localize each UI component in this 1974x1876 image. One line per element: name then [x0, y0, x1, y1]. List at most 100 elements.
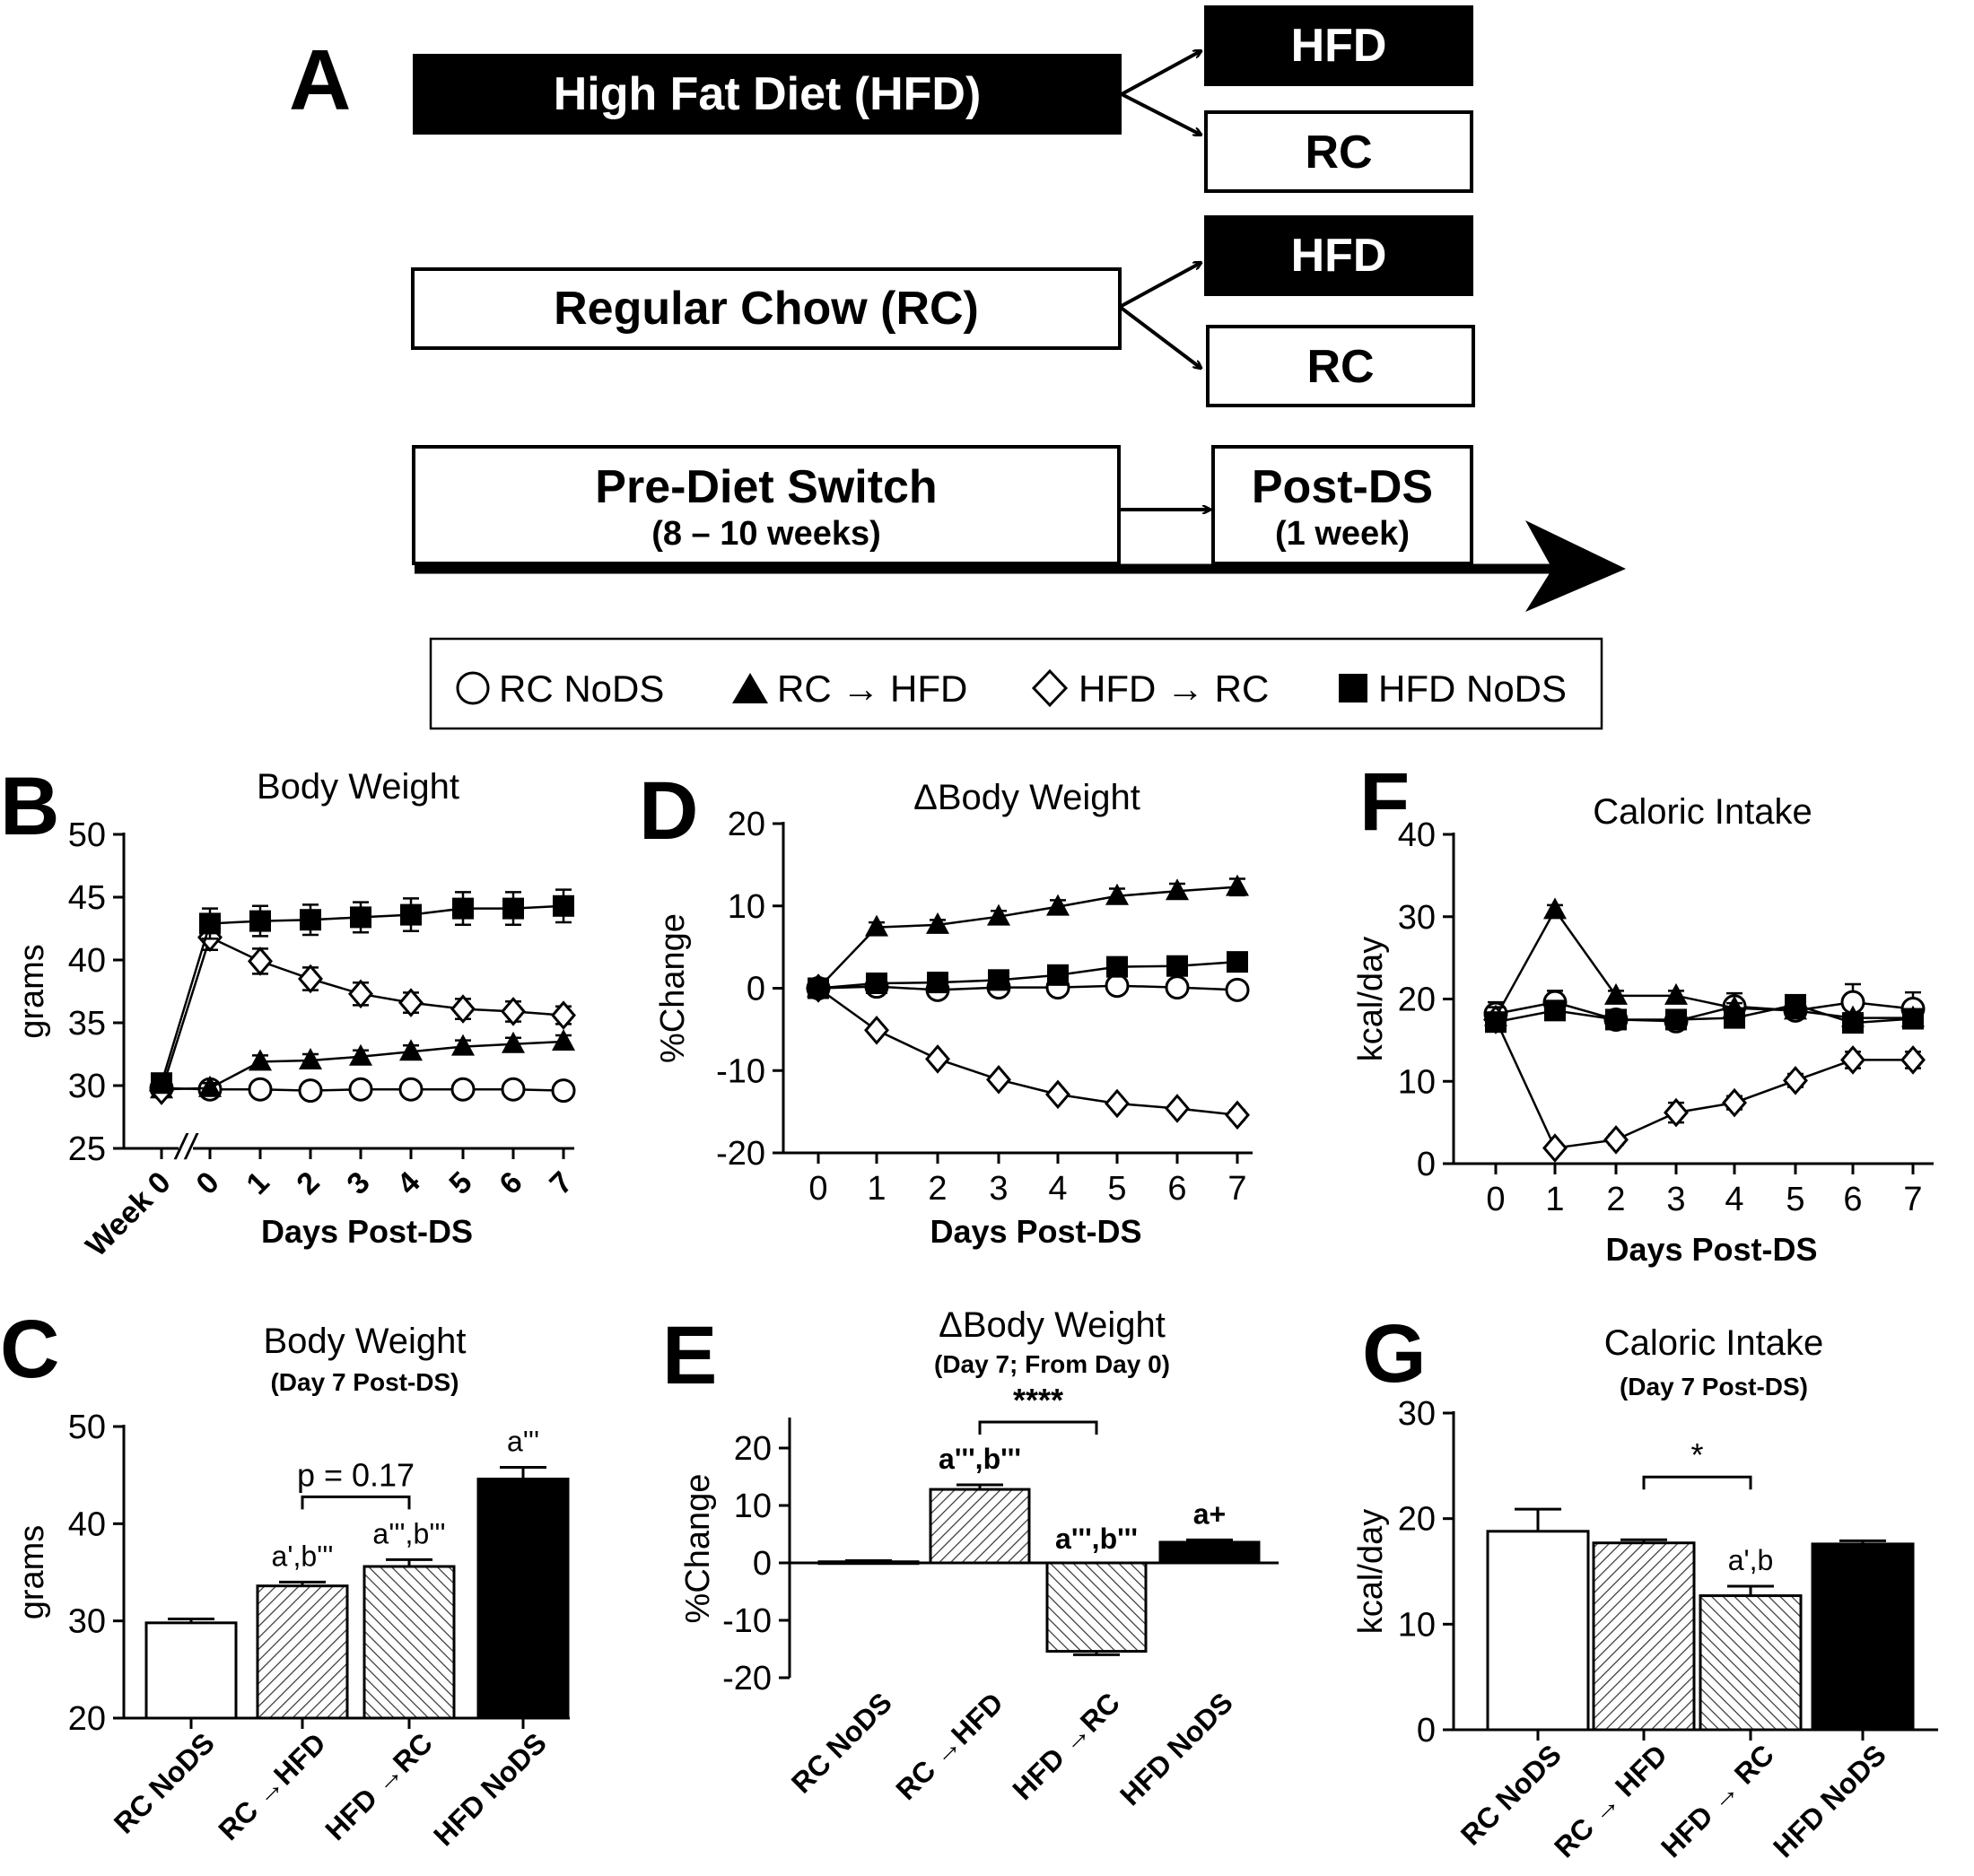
y-tick-label: 30 — [68, 1603, 106, 1641]
panel-letter-e: E — [662, 1310, 717, 1401]
series-line — [817, 886, 1238, 990]
data-point — [1165, 975, 1190, 1000]
x-tick-label: 5 — [1107, 1170, 1126, 1208]
x-tick-label: 7 — [1227, 1170, 1246, 1208]
chart-title: Caloric Intake — [1604, 1323, 1824, 1363]
open-diamond-icon — [1031, 668, 1069, 708]
y-axis-label: %Change — [654, 913, 692, 1063]
y-tick-label: 30 — [1398, 1395, 1436, 1433]
x-tick-label: 0 — [1486, 1181, 1505, 1218]
panel-letter-f: F — [1359, 756, 1410, 848]
x-tick-label: RC NoDS — [1454, 1738, 1568, 1851]
y-tick-label: 40 — [68, 1505, 106, 1543]
chart-title: Body Weight — [257, 767, 459, 807]
x-tick-label: 1 — [867, 1170, 886, 1208]
branch-arrow — [1121, 92, 1201, 135]
x-axis-label: Days Post-DS — [261, 1213, 473, 1250]
line-chart-f: Caloric Intake 0 10 20 30 40 kcal/day 0 1 2 3 4 5 6 7 D… — [1352, 792, 1934, 1268]
rc-branch-box — [1206, 325, 1475, 407]
x-tick-label: 6 — [1167, 1170, 1186, 1208]
panel-letter-g: G — [1362, 1308, 1427, 1400]
panel-letter-b: B — [0, 761, 59, 852]
legend: RC NoDS RC → HFD HFD → RC HFD NoDS — [429, 637, 1603, 730]
x-tick-label: RC NoDS — [108, 1726, 221, 1839]
x-tick-label: 5 — [1786, 1181, 1804, 1218]
bracket-label: * — [1690, 1436, 1703, 1473]
post-switch-duration: (1 week) — [1275, 515, 1410, 553]
x-tick-label: 5 — [442, 1165, 478, 1201]
branch-arrow — [1119, 263, 1201, 309]
x-tick-label: 4 — [390, 1165, 426, 1201]
hfd-start-box — [413, 54, 1122, 135]
branch-arrow — [1118, 305, 1201, 368]
data-point — [1045, 1079, 1070, 1110]
data-point — [1605, 1008, 1627, 1031]
data-point — [1226, 874, 1249, 896]
data-point — [1664, 1097, 1689, 1128]
y-tick-label: 20 — [1398, 982, 1436, 1019]
data-point — [1165, 1094, 1190, 1123]
y-tick-label: 50 — [68, 1409, 106, 1446]
chart-subtitle: (Day 7; From Day 0) — [934, 1350, 1170, 1378]
y-tick-label: 10 — [728, 888, 765, 926]
y-tick-label: 30 — [68, 1068, 106, 1105]
data-point — [927, 972, 948, 994]
y-tick-label: 20 — [1398, 1501, 1436, 1539]
data-point — [1604, 982, 1628, 1005]
data-point — [501, 997, 526, 1026]
y-axis-label: kcal/day — [1352, 937, 1390, 1061]
legend-box — [429, 637, 1603, 730]
data-point — [864, 1015, 889, 1045]
data-point — [248, 947, 273, 976]
significance-label: a''',b''' — [372, 1517, 445, 1549]
data-point — [926, 912, 949, 934]
legend-label: HFD → RC — [1079, 668, 1269, 710]
legend-item-hfd-to-rc: HFD → RC — [1031, 668, 1269, 710]
data-point — [1542, 1133, 1568, 1163]
y-tick-label: 0 — [747, 971, 765, 1008]
hfd-branch-label: HFD — [1291, 230, 1387, 282]
legend-item-hfd-nods: HFD NoDS — [1339, 668, 1567, 710]
significance-bracket — [978, 1420, 1098, 1435]
legend-label: HFD NoDS — [1378, 668, 1567, 710]
timeline-arrowhead — [1525, 520, 1626, 612]
data-point — [1105, 973, 1130, 999]
y-tick-label: 0 — [753, 1545, 772, 1583]
x-tick-label: RC NoDS — [785, 1686, 898, 1799]
bar-chart-g: Caloric Intake (Day 7 Post-DS) 0 10 20 30 kcal… — [1352, 1323, 1938, 1863]
data-point — [1543, 897, 1567, 920]
y-axis-label: grams — [13, 1525, 51, 1620]
branch-arrow — [1121, 51, 1201, 96]
y-tick-label: 25 — [68, 1130, 106, 1168]
chart-subtitle: (Day 7 Post-DS) — [1620, 1373, 1808, 1400]
data-point — [552, 1029, 575, 1051]
y-tick-label: 35 — [68, 1005, 106, 1043]
x-tick-label: RC →HFD — [889, 1686, 1009, 1806]
data-point — [199, 912, 221, 935]
line-chart-d: ΔBody Weight -20 -10 0 10 20 %Change 0 1 2 3 4 5 6 7 Da… — [654, 778, 1253, 1250]
data-point — [1603, 1125, 1629, 1155]
bar-chart-c: Body Weight (Day 7 Post-DS) 20 30 40 50 grams R… — [13, 1322, 570, 1852]
bar — [1045, 1561, 1148, 1653]
data-point — [1902, 1008, 1924, 1030]
hfd-branch-label: HFD — [1291, 20, 1387, 72]
data-point — [450, 994, 476, 1024]
x-axis-label: Days Post-DS — [1605, 1231, 1817, 1268]
y-tick-label: 40 — [68, 942, 106, 980]
y-tick-label: 45 — [68, 879, 106, 917]
x-tick-label: 1 — [240, 1165, 275, 1201]
data-point — [298, 1078, 323, 1104]
data-point — [808, 977, 829, 999]
series-line — [817, 987, 1238, 1117]
bar — [362, 1565, 456, 1720]
significance-label: a''' — [507, 1426, 539, 1458]
data-point — [1105, 883, 1129, 905]
x-tick-label: HFD NoDS — [427, 1726, 553, 1852]
data-point — [986, 1065, 1011, 1095]
data-point — [866, 972, 887, 994]
x-tick-label: 7 — [543, 1165, 579, 1201]
bracket-label: **** — [1013, 1382, 1063, 1418]
post-switch-label: Post-DS — [1252, 461, 1433, 513]
data-point — [248, 1077, 273, 1102]
